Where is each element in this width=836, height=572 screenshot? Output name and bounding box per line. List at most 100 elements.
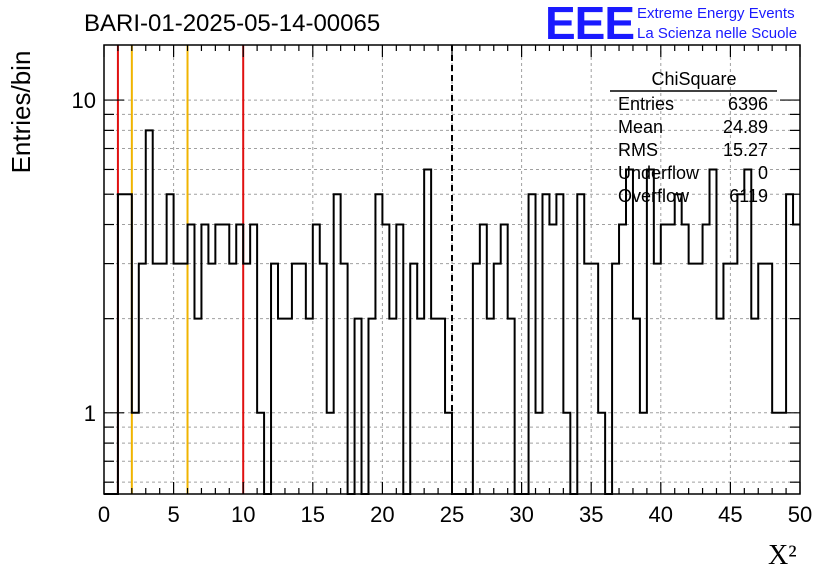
histogram-bin [682, 225, 689, 494]
tick-layer [103, 45, 801, 494]
stats-value: 15.27 [723, 140, 768, 160]
histogram-outline [104, 129, 800, 495]
histogram-bin [716, 319, 723, 494]
y-tick-label: 10 [72, 88, 96, 113]
histogram-bin [201, 225, 208, 494]
histogram-bin [501, 225, 508, 494]
stats-value: 24.89 [723, 117, 768, 137]
x-tick-label: 20 [370, 502, 394, 527]
histogram-bin [188, 225, 195, 494]
histogram-bin [181, 264, 188, 494]
histogram-bin [654, 264, 661, 494]
y-axis-label: Entries/bin [6, 51, 36, 174]
histogram-bin [257, 413, 264, 494]
histogram-bin [334, 194, 341, 494]
histogram-bin [153, 264, 160, 494]
stats-title: ChiSquare [651, 69, 736, 89]
histogram-bin [160, 264, 167, 494]
y-tick-label: 1 [84, 401, 96, 426]
stats-value: 0 [758, 163, 768, 183]
histogram-bin [696, 264, 703, 494]
histogram-bin [306, 319, 313, 494]
histogram-bin [549, 225, 556, 494]
eee-logo-line2: La Scienza nelle Scuole [637, 25, 798, 42]
histogram-bin [529, 194, 536, 494]
histogram-bin [417, 319, 424, 494]
histogram-bin [375, 194, 382, 494]
histogram-bin [793, 225, 800, 494]
histogram-bin [751, 319, 758, 494]
stats-label: Overflow [618, 186, 690, 206]
histogram-bin [341, 264, 348, 494]
histogram-bin [591, 264, 598, 494]
histogram-bin [174, 264, 181, 494]
histogram-bin [536, 413, 543, 494]
histogram-bin [215, 225, 222, 494]
eee-logo-text: EEE [545, 0, 635, 49]
histogram-bin [661, 225, 668, 494]
histogram-bin [556, 194, 563, 494]
histogram-bin [139, 264, 146, 494]
bin-layer [118, 130, 800, 494]
histogram-bin [640, 413, 647, 494]
x-tick-label: 5 [167, 502, 179, 527]
histogram-bin [438, 319, 445, 494]
x-tick-label: 15 [301, 502, 325, 527]
histogram-bin [146, 130, 153, 494]
x-tick-label: 10 [231, 502, 255, 527]
histogram-bin [389, 319, 396, 494]
histogram-bin [320, 264, 327, 494]
histogram-bin [737, 194, 744, 494]
stats-value: 6119 [729, 186, 768, 206]
x-tick-label: 40 [649, 502, 673, 527]
histogram-bin [508, 319, 515, 494]
histogram-bin [744, 169, 751, 494]
stats-rows: Entries 6396 Mean 24.89 RMS 15.27 Underflow 0 Ov… [618, 94, 768, 206]
histogram-bin [396, 225, 403, 494]
histogram-bin [194, 319, 201, 494]
eee-logo-line1: Extreme Energy Events [637, 5, 795, 22]
histogram-bin [292, 264, 299, 494]
x-tick-label: 35 [579, 502, 603, 527]
histogram-bin [703, 225, 710, 494]
stats-label: RMS [618, 140, 658, 160]
histogram-bin [229, 264, 236, 494]
x-tick-label: 50 [788, 502, 812, 527]
histogram-bin [758, 264, 765, 494]
histogram-bin [368, 319, 375, 494]
histogram-bin [167, 194, 174, 494]
x-tick-label: 0 [98, 502, 110, 527]
histogram-bin [626, 169, 633, 494]
histogram-bin [668, 225, 675, 494]
histogram-bin [779, 413, 786, 494]
label-layer: 0 5 10 15 20 25 30 35 40 45 50 1 10 [72, 88, 813, 527]
histogram-bin [424, 169, 431, 494]
histogram-bin [327, 413, 334, 494]
histogram-bin [542, 194, 549, 494]
stats-label: Entries [618, 94, 674, 114]
histogram-bin [382, 225, 389, 494]
histogram-bin [765, 264, 772, 494]
histogram-bin [132, 413, 139, 494]
histogram-bin [612, 264, 619, 494]
histogram-bin [271, 264, 278, 494]
histogram-bin [675, 194, 682, 494]
histogram-bin [445, 413, 452, 494]
histogram-bin [480, 225, 487, 494]
histogram-bin [786, 194, 793, 494]
histogram-bin [633, 319, 640, 494]
histogram-bin [313, 225, 320, 494]
histogram-bin [208, 264, 215, 494]
histogram-bin [299, 264, 306, 494]
histogram-bin [243, 264, 250, 494]
histogram-bin [577, 194, 584, 494]
histogram-bin [772, 413, 779, 494]
x-tick-label: 25 [440, 502, 464, 527]
histogram-bin [494, 264, 501, 494]
stats-value: 6396 [728, 94, 768, 114]
histogram-bin [473, 264, 480, 494]
histogram-bin [563, 413, 570, 494]
histogram-bin [236, 225, 243, 494]
histogram-bin [730, 264, 737, 494]
histogram-bin [118, 194, 125, 494]
